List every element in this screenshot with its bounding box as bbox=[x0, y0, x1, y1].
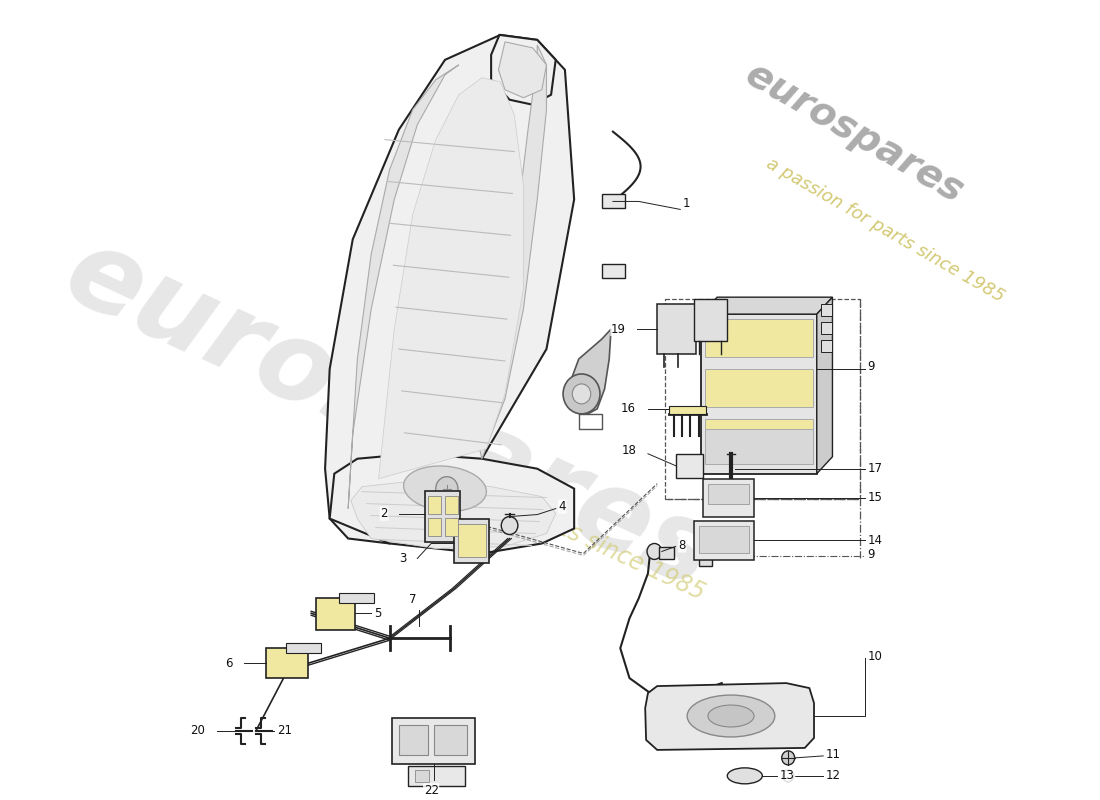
Text: 10: 10 bbox=[868, 650, 882, 662]
Ellipse shape bbox=[688, 695, 774, 737]
Circle shape bbox=[782, 751, 794, 765]
Bar bbox=[339, 594, 374, 603]
Bar bbox=[458, 523, 485, 558]
Bar bbox=[602, 264, 625, 278]
Circle shape bbox=[647, 543, 662, 559]
Bar bbox=[425, 490, 460, 542]
Polygon shape bbox=[498, 42, 547, 98]
Bar bbox=[446, 518, 458, 535]
Bar bbox=[433, 725, 468, 755]
Text: 13: 13 bbox=[780, 770, 795, 782]
Polygon shape bbox=[378, 78, 524, 478]
Polygon shape bbox=[491, 35, 556, 105]
Bar bbox=[702, 314, 817, 474]
Bar bbox=[602, 194, 625, 209]
Text: a passion for parts since 1985: a passion for parts since 1985 bbox=[375, 432, 708, 605]
Polygon shape bbox=[477, 45, 547, 458]
Bar bbox=[316, 598, 354, 630]
Bar bbox=[705, 419, 813, 457]
Text: 14: 14 bbox=[868, 534, 882, 547]
Bar bbox=[703, 478, 754, 517]
Bar bbox=[708, 484, 749, 503]
Text: 12: 12 bbox=[826, 770, 842, 782]
Polygon shape bbox=[702, 297, 833, 314]
Bar bbox=[657, 304, 696, 354]
Polygon shape bbox=[351, 481, 556, 549]
Ellipse shape bbox=[727, 768, 762, 784]
Text: 17: 17 bbox=[868, 462, 882, 475]
Bar bbox=[454, 518, 490, 563]
Polygon shape bbox=[348, 65, 459, 509]
Text: 21: 21 bbox=[277, 725, 293, 738]
Polygon shape bbox=[326, 35, 574, 543]
Bar bbox=[705, 319, 813, 357]
Bar bbox=[428, 496, 441, 514]
Bar bbox=[705, 429, 813, 464]
Bar bbox=[393, 718, 475, 764]
Text: 6: 6 bbox=[226, 657, 233, 670]
Bar bbox=[822, 340, 833, 352]
Bar bbox=[266, 648, 308, 678]
Bar bbox=[416, 770, 429, 782]
Text: 15: 15 bbox=[868, 491, 882, 504]
Text: 4: 4 bbox=[559, 500, 566, 513]
Bar bbox=[675, 454, 703, 478]
Bar bbox=[408, 766, 465, 786]
Bar bbox=[446, 496, 458, 514]
Bar bbox=[694, 299, 727, 341]
Ellipse shape bbox=[708, 705, 754, 727]
Bar bbox=[659, 547, 674, 559]
Text: 18: 18 bbox=[621, 444, 637, 458]
Text: 16: 16 bbox=[621, 402, 636, 415]
Bar bbox=[822, 304, 833, 316]
Text: eurospares: eurospares bbox=[739, 55, 971, 210]
Bar bbox=[286, 643, 321, 653]
Circle shape bbox=[502, 517, 518, 534]
Text: 2: 2 bbox=[381, 507, 388, 520]
Text: eurospares: eurospares bbox=[48, 218, 730, 612]
Text: 3: 3 bbox=[399, 552, 406, 565]
Text: 11: 11 bbox=[826, 748, 842, 762]
Polygon shape bbox=[330, 454, 574, 554]
Circle shape bbox=[436, 477, 458, 501]
Bar bbox=[399, 725, 428, 755]
Bar bbox=[694, 521, 754, 561]
Text: a passion for parts since 1985: a passion for parts since 1985 bbox=[763, 154, 1008, 306]
Text: 9: 9 bbox=[868, 361, 875, 374]
Bar bbox=[705, 369, 813, 407]
Text: 8: 8 bbox=[679, 539, 685, 552]
Polygon shape bbox=[817, 297, 833, 474]
Bar bbox=[698, 555, 712, 566]
Bar bbox=[428, 518, 441, 535]
Bar bbox=[822, 322, 833, 334]
Text: 1: 1 bbox=[683, 198, 691, 210]
Bar bbox=[698, 526, 749, 554]
Polygon shape bbox=[646, 683, 814, 750]
Ellipse shape bbox=[404, 466, 486, 511]
Bar bbox=[669, 406, 706, 414]
Circle shape bbox=[563, 374, 600, 414]
Text: 20: 20 bbox=[190, 725, 205, 738]
Text: 19: 19 bbox=[610, 322, 626, 335]
Text: 5: 5 bbox=[374, 606, 382, 620]
Text: 22: 22 bbox=[424, 784, 439, 797]
Circle shape bbox=[572, 384, 591, 404]
Text: 7: 7 bbox=[409, 594, 417, 606]
Polygon shape bbox=[570, 329, 612, 414]
Text: 9: 9 bbox=[868, 548, 875, 561]
